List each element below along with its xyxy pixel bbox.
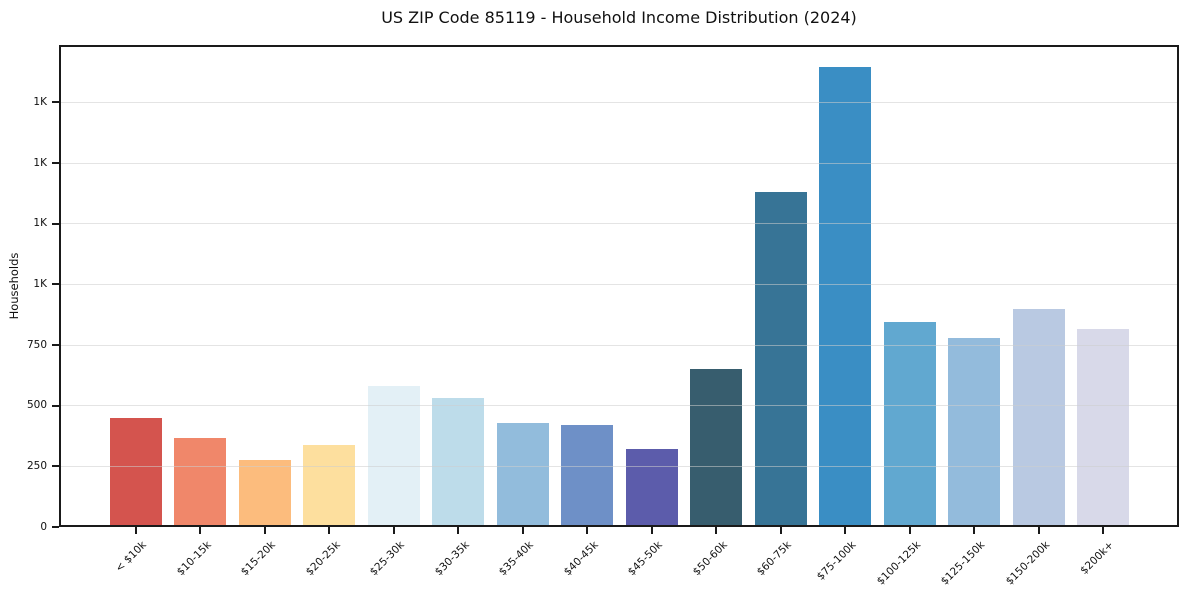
x-tick-label: $200k+ — [1078, 539, 1117, 577]
x-tick-mark — [328, 527, 330, 534]
y-tick-mark — [52, 162, 59, 165]
gridline — [59, 102, 1179, 103]
bar — [367, 386, 420, 527]
gridline — [59, 465, 1179, 467]
bar — [174, 438, 226, 527]
x-tick-mark — [134, 527, 137, 534]
bar — [432, 398, 484, 527]
x-tick-mark — [199, 527, 201, 534]
y-tick-label: 750 — [26, 338, 47, 351]
y-tick-label: 1K — [33, 156, 47, 169]
bar — [819, 67, 871, 527]
x-tick-label: $150-200k — [1003, 539, 1052, 588]
y-tick-mark — [52, 283, 59, 286]
bar — [948, 338, 1000, 527]
x-tick-mark — [779, 527, 782, 534]
bar — [561, 425, 613, 527]
y-tick-mark — [52, 526, 59, 528]
x-tick-mark — [844, 527, 846, 534]
x-tick-mark — [457, 527, 459, 534]
x-tick-mark — [973, 527, 975, 534]
x-tick-label: $125-150k — [938, 539, 988, 588]
y-tick-label: 1K — [33, 217, 47, 230]
x-tick-mark — [715, 527, 717, 534]
y-tick-mark — [52, 222, 59, 225]
y-tick-label: 0 — [40, 520, 47, 533]
bar — [1012, 309, 1065, 527]
x-tick-mark — [263, 527, 266, 534]
bar — [303, 445, 355, 527]
y-tick-label: 1K — [33, 95, 47, 108]
x-tick-mark — [521, 527, 524, 534]
gridline — [59, 162, 1179, 164]
bar — [754, 192, 807, 527]
x-tick-mark — [586, 527, 588, 534]
bar — [1077, 329, 1129, 527]
bar — [690, 369, 742, 527]
x-tick-mark — [392, 527, 395, 534]
x-tick-label: $45-50k — [625, 539, 665, 579]
x-tick-mark — [1037, 527, 1040, 534]
bar — [883, 322, 936, 527]
x-tick-label: $60-75k — [754, 539, 794, 579]
x-tick-label: $40-45k — [561, 539, 601, 579]
gridline — [59, 344, 1179, 346]
bar — [625, 449, 678, 527]
gridline — [59, 405, 1179, 407]
x-tick-label: $100-125k — [874, 539, 923, 588]
x-tick-label: $15-20k — [238, 539, 278, 579]
bar — [496, 423, 549, 527]
x-tick-mark — [650, 527, 653, 534]
x-tick-label: $35-40k — [496, 539, 536, 579]
x-tick-mark — [1102, 527, 1104, 534]
x-tick-label: $25-30k — [367, 539, 407, 579]
y-tick-mark — [52, 465, 59, 468]
gridline — [59, 223, 1179, 225]
plot-area — [59, 45, 1179, 527]
bar — [109, 418, 162, 527]
x-tick-label: $20-25k — [303, 539, 343, 579]
x-tick-label: $10-15k — [174, 539, 214, 579]
x-tick-label: < $10k — [113, 539, 149, 575]
bar — [238, 460, 291, 527]
y-tick-mark — [52, 344, 59, 347]
y-tick-mark — [52, 101, 59, 104]
x-tick-label: $50-60k — [690, 539, 730, 579]
chart-title: US ZIP Code 85119 - Household Income Dis… — [381, 8, 857, 27]
y-tick-label: 250 — [26, 459, 47, 472]
plot-frame — [59, 45, 1179, 527]
y-tick-label: 1K — [33, 277, 47, 290]
x-tick-label: $30-35k — [432, 539, 472, 579]
x-tick-mark — [908, 527, 911, 534]
x-tick-label: $75-100k — [814, 539, 859, 583]
gridline — [59, 283, 1179, 285]
y-tick-label: 500 — [26, 399, 47, 412]
y-tick-mark — [52, 404, 59, 407]
